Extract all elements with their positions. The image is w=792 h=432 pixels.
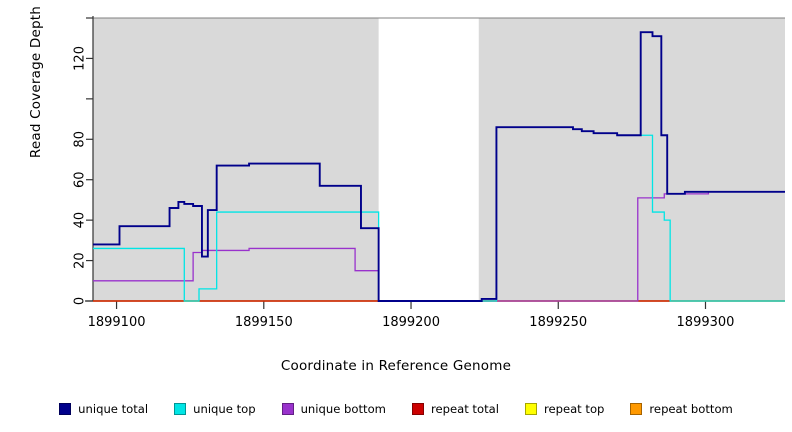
y-tick-label: 60 xyxy=(73,171,88,188)
legend-item-unique-bottom: unique bottom xyxy=(281,402,386,416)
x-tick-label: 1899150 xyxy=(235,315,293,330)
legend-item-repeat-total: repeat total xyxy=(411,402,499,416)
legend-item-unique-total: unique total xyxy=(59,402,148,416)
x-tick-label: 1899300 xyxy=(677,315,735,330)
series-line-unique-total xyxy=(93,31,785,302)
legend-swatch-icon xyxy=(411,403,424,415)
plot-background xyxy=(478,18,785,301)
y-tick-label: 120 xyxy=(73,46,88,71)
legend-label: unique total xyxy=(78,402,149,416)
chart-legend: unique total unique top unique bottom repea… xyxy=(0,398,792,420)
x-tick-label: 1899100 xyxy=(88,315,146,330)
legend-swatch-icon xyxy=(630,403,643,415)
legend-item-unique-top: unique top xyxy=(174,402,256,416)
legend-swatch-icon xyxy=(59,403,72,415)
legend-label: repeat top xyxy=(543,402,605,416)
legend-label: repeat bottom xyxy=(649,402,733,416)
plot-area: 0 20 40 60 80 120 1899100 1899150 1899200 1899250… xyxy=(73,16,785,330)
coverage-chart-svg: 0 20 40 60 80 120 1899100 1899150 1899200 1899250… xyxy=(73,16,785,330)
legend-label: repeat total xyxy=(430,402,499,416)
legend-label: unique top xyxy=(193,402,256,416)
legend-item-repeat-top: repeat top xyxy=(524,402,605,416)
y-tick-label: 80 xyxy=(73,131,88,148)
legend-swatch-icon xyxy=(174,403,187,415)
y-tick-label: 40 xyxy=(73,212,88,229)
plot-background xyxy=(93,18,379,301)
x-tick-label: 1899200 xyxy=(382,315,440,330)
x-tick-label: 1899250 xyxy=(529,315,587,330)
y-tick-label: 0 xyxy=(73,297,88,305)
legend-item-repeat-bottom: repeat bottom xyxy=(630,402,733,416)
legend-swatch-icon xyxy=(524,403,537,415)
series-line-unique-bottom xyxy=(93,191,785,302)
y-tick-label: 20 xyxy=(73,252,88,269)
legend-swatch-icon xyxy=(281,403,294,415)
x-axis-title: Coordinate in Reference Genome xyxy=(280,358,512,374)
legend-label: unique bottom xyxy=(300,402,386,416)
